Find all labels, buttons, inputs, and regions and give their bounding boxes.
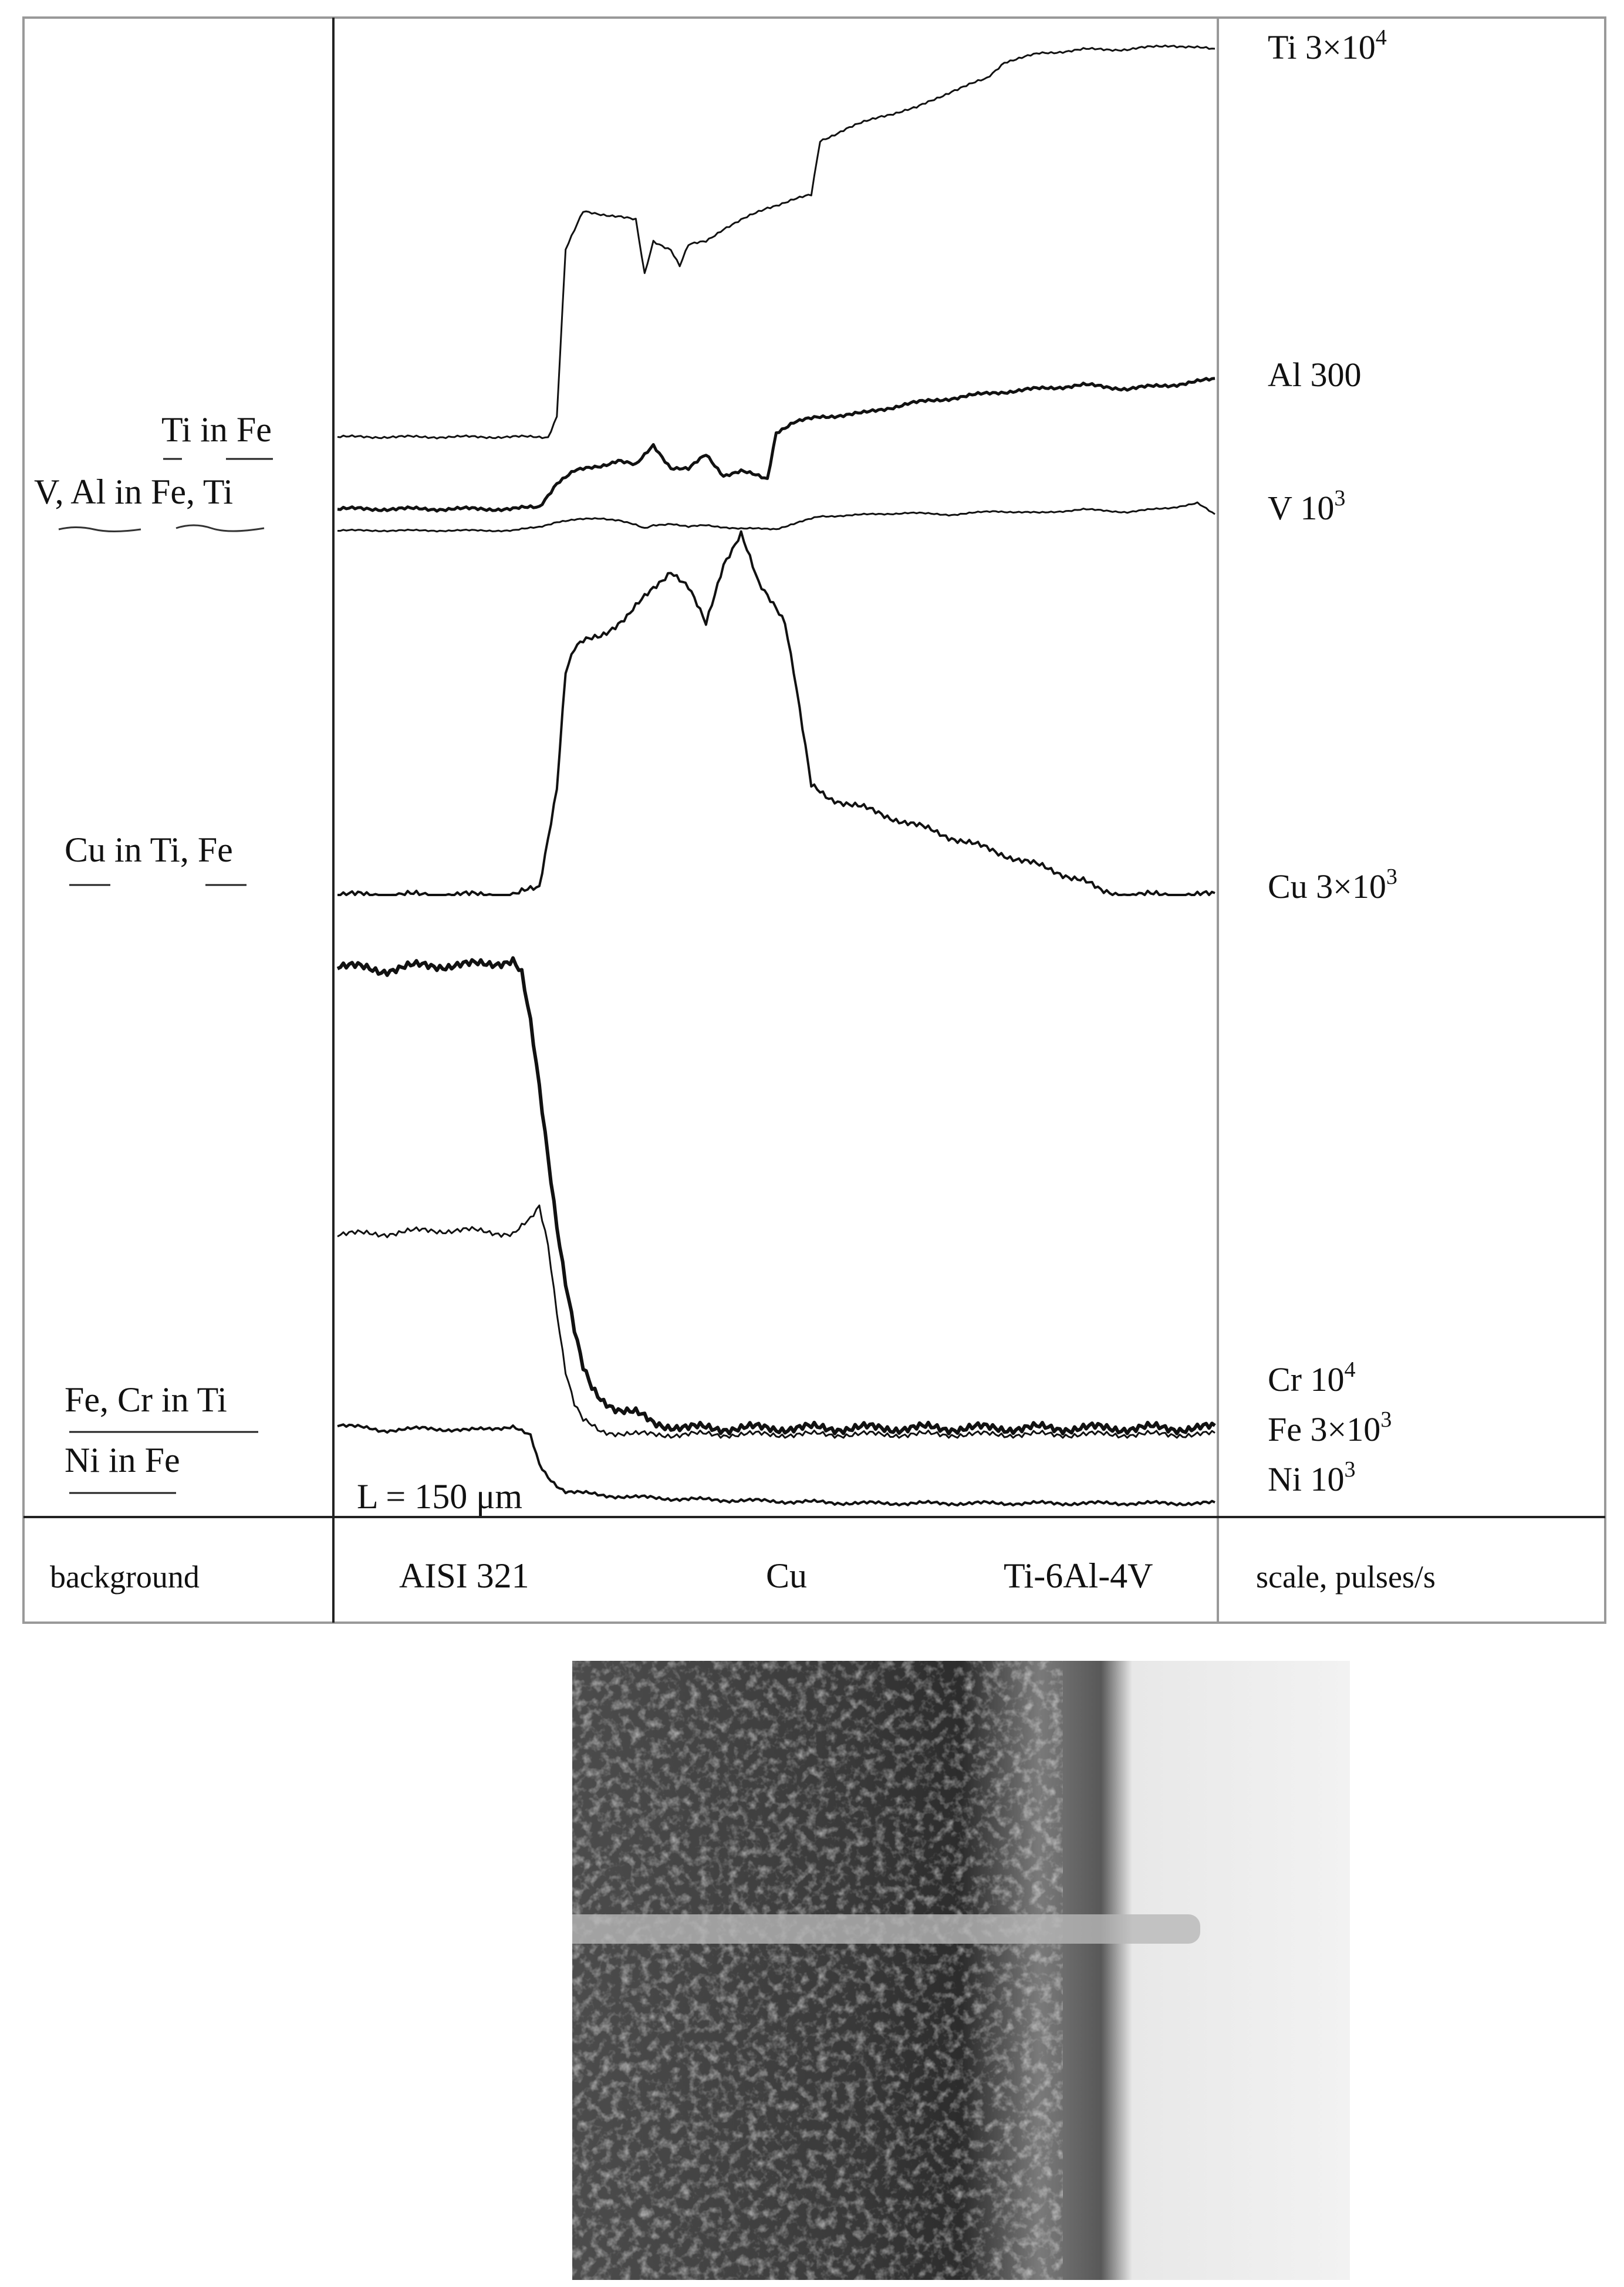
footer-background: background — [50, 1559, 200, 1595]
trace-al — [337, 377, 1216, 513]
bg-underline — [175, 524, 265, 532]
line-scan-chart: Ti in Fe V, Al in Fe, Ti Cu in Ti, Fe Fe… — [22, 16, 1606, 1624]
chart-canvas: Ti in Fe V, Al in Fe, Ti Cu in Ti, Fe Fe… — [22, 16, 1606, 1624]
table-frame — [22, 16, 1606, 1624]
scale-label-fe: Fe 3×103 — [1268, 1407, 1392, 1448]
bg-label-ni-in-fe: Ni in Fe — [65, 1441, 180, 1479]
scale-label-cu: Cu 3×103 — [1268, 864, 1397, 906]
footer-scale-header: scale, pulses/s — [1256, 1559, 1436, 1595]
trace-ni — [337, 1423, 1216, 1506]
micrograph-image — [349, 1661, 1350, 2280]
region-label-ti6al4v: Ti-6Al-4V — [1004, 1556, 1153, 1595]
traces-group — [336, 44, 1216, 1506]
trace-cr — [336, 956, 1216, 1435]
region-label-aisi321: AISI 321 — [399, 1556, 529, 1595]
scale-label-ni: Ni 103 — [1268, 1457, 1356, 1498]
bg-label-fe-cr-in-ti: Fe, Cr in Ti — [65, 1380, 227, 1419]
scale-label-cr: Cr 104 — [1268, 1357, 1356, 1398]
micrograph-svg — [349, 1661, 1350, 2280]
scale-label-al: Al 300 — [1268, 356, 1362, 394]
bg-underline — [58, 526, 141, 532]
trace-ti — [337, 44, 1216, 440]
scale-bar-label: L = 150 μm — [357, 1477, 522, 1516]
scan-track — [349, 1914, 1200, 1944]
bg-label-cu-in-ti-fe: Cu in Ti, Fe — [65, 830, 233, 869]
bg-label-v-al-in-fe-ti: V, Al in Fe, Ti — [34, 472, 233, 511]
trace-v — [337, 501, 1216, 533]
bg-label-ti-in-fe: Ti in Fe — [161, 410, 272, 449]
trace-fe — [337, 1204, 1216, 1439]
region-label-cu: Cu — [766, 1556, 807, 1595]
scale-label-ti: Ti 3×104 — [1268, 25, 1387, 66]
micrograph-texture — [572, 1661, 1018, 2280]
scale-label-v: V 103 — [1268, 486, 1345, 527]
trace-cu — [337, 530, 1216, 896]
